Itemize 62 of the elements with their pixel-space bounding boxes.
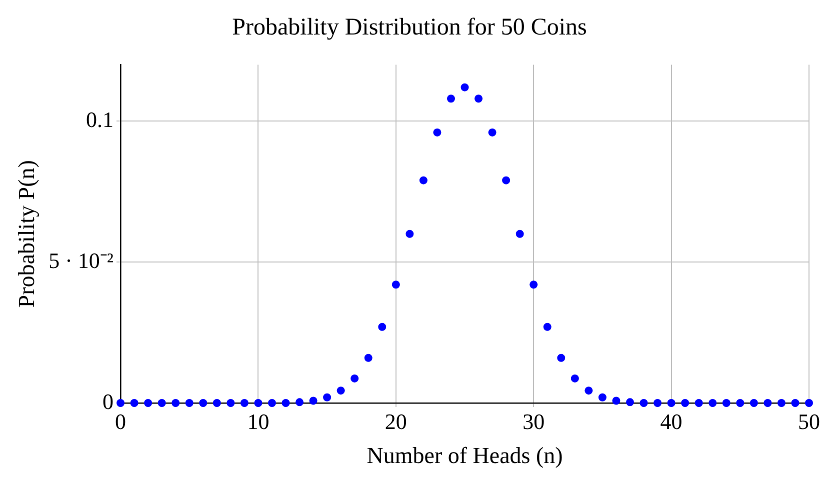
point xyxy=(446,94,455,103)
point xyxy=(681,399,690,407)
point xyxy=(654,399,662,407)
point xyxy=(144,399,152,407)
point xyxy=(268,399,276,407)
point xyxy=(323,393,332,402)
point xyxy=(502,176,510,184)
x-tick-label: 20 xyxy=(384,408,407,434)
point xyxy=(406,230,414,238)
point xyxy=(764,399,772,407)
point xyxy=(378,322,386,331)
point xyxy=(791,399,800,407)
x-tick-label: 30 xyxy=(522,408,545,434)
y-tick-label: 0 xyxy=(102,388,114,414)
point xyxy=(488,128,496,136)
point xyxy=(199,399,208,407)
point xyxy=(419,176,428,184)
point xyxy=(530,280,538,289)
point xyxy=(626,398,634,406)
point xyxy=(309,396,318,405)
point xyxy=(570,374,579,382)
x-tick-label: 40 xyxy=(660,408,682,434)
y-axis-title: Probability P(n) xyxy=(14,160,39,308)
point xyxy=(667,399,676,407)
x-tick-label: 10 xyxy=(247,408,270,434)
point xyxy=(282,399,290,407)
point xyxy=(516,230,524,238)
point xyxy=(212,399,221,407)
point xyxy=(805,399,813,407)
point xyxy=(722,399,730,407)
point xyxy=(172,399,180,407)
point xyxy=(130,399,138,407)
point xyxy=(158,399,166,407)
point xyxy=(433,128,442,136)
point xyxy=(392,280,400,289)
point xyxy=(474,94,483,103)
point xyxy=(557,354,566,362)
x-tick-label: 50 xyxy=(798,408,820,434)
y-tick-label: 5 · 10⁻² xyxy=(48,248,114,273)
point xyxy=(185,399,194,407)
point xyxy=(296,398,304,406)
point xyxy=(364,354,372,362)
point xyxy=(598,393,606,402)
x-axis-title: Number of Heads (n) xyxy=(366,443,563,468)
point xyxy=(736,399,744,407)
point xyxy=(694,399,703,407)
point xyxy=(336,386,345,395)
point xyxy=(116,399,125,407)
point xyxy=(460,83,469,92)
point xyxy=(777,399,786,407)
point xyxy=(584,386,593,395)
y-tick-label: 0.1 xyxy=(86,106,114,132)
point xyxy=(708,399,717,407)
point xyxy=(543,322,552,331)
point xyxy=(226,399,235,407)
point xyxy=(612,396,620,405)
chart-title: Probability Distribution for 50 Coins xyxy=(232,14,587,41)
point xyxy=(750,399,758,407)
point xyxy=(640,399,648,407)
point xyxy=(254,399,262,407)
point xyxy=(350,374,359,382)
point xyxy=(240,399,248,407)
